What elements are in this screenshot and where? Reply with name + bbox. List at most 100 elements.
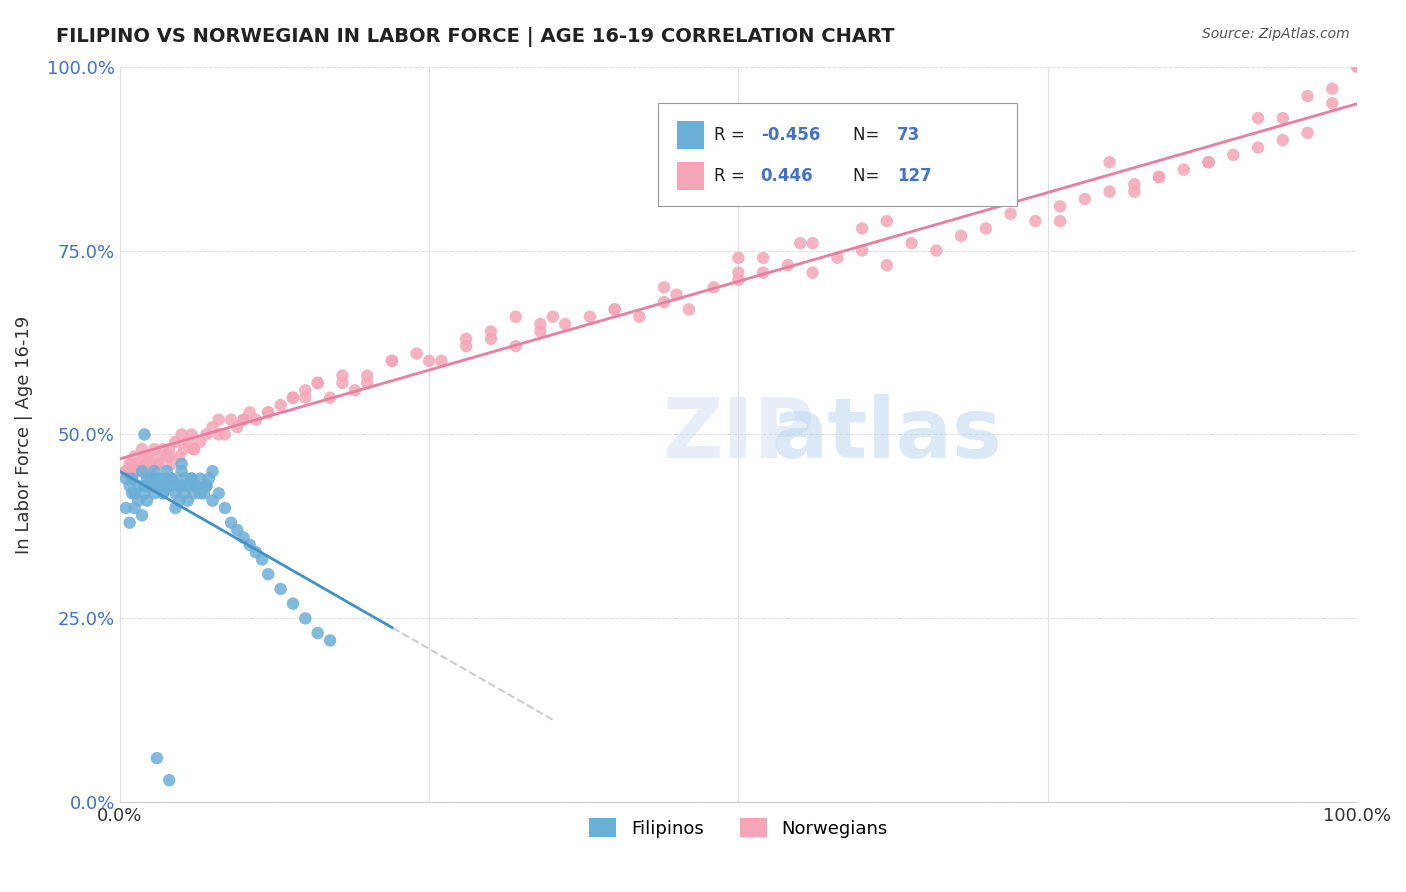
Point (628, 310, 651, 324)
Point (173, 442, 195, 457)
Point (1147, 169, 1170, 184)
Point (183, 442, 205, 457)
Point (1098, 185, 1121, 199)
Point (157, 450, 180, 464)
Point (167, 450, 190, 464)
Point (294, 384, 316, 398)
Point (752, 266, 775, 280)
Point (603, 302, 626, 317)
Point (152, 442, 174, 457)
Point (160, 457, 183, 471)
Point (1271, 133, 1294, 147)
Point (139, 472, 162, 486)
Point (146, 751, 169, 765)
Point (121, 472, 143, 486)
Point (226, 420, 249, 434)
Point (801, 266, 824, 280)
Point (270, 398, 292, 412)
Point (1049, 199, 1071, 213)
Point (727, 273, 749, 287)
Point (245, 545, 267, 559)
Point (319, 391, 342, 405)
Point (131, 464, 153, 478)
Point (801, 236, 824, 251)
Text: atlas: atlas (772, 394, 1002, 475)
Point (131, 442, 153, 457)
Point (319, 633, 342, 648)
Point (188, 486, 211, 500)
Point (418, 354, 440, 368)
Point (214, 427, 236, 442)
Point (115, 501, 138, 516)
Point (127, 479, 149, 493)
Point (652, 280, 675, 294)
Point (143, 442, 166, 457)
Point (579, 310, 602, 324)
Point (201, 464, 224, 478)
Point (1049, 214, 1071, 228)
Point (124, 450, 146, 464)
Text: ZIP: ZIP (662, 394, 814, 475)
Point (1123, 178, 1146, 192)
Point (165, 501, 187, 516)
Point (195, 479, 218, 493)
Point (183, 486, 205, 500)
Text: 127: 127 (897, 167, 932, 186)
Point (146, 479, 169, 493)
Point (232, 530, 254, 544)
Point (1198, 155, 1220, 169)
Point (381, 354, 404, 368)
Point (173, 486, 195, 500)
Point (974, 192, 997, 206)
Text: N=: N= (853, 167, 884, 186)
Point (1322, 96, 1344, 111)
Point (115, 464, 138, 478)
Point (1296, 126, 1319, 140)
Point (134, 427, 156, 442)
Point (195, 427, 218, 442)
Point (131, 508, 153, 523)
Point (198, 472, 221, 486)
Text: 73: 73 (897, 126, 920, 144)
Point (183, 442, 205, 457)
Point (208, 413, 231, 427)
Point (136, 472, 159, 486)
Point (456, 339, 478, 353)
Point (139, 457, 162, 471)
Point (157, 479, 180, 493)
Point (1173, 162, 1195, 177)
Point (226, 523, 249, 537)
Point (208, 486, 231, 500)
Point (900, 236, 922, 251)
Point (165, 434, 187, 449)
Point (136, 450, 159, 464)
Point (148, 472, 170, 486)
Point (405, 346, 427, 360)
Text: -0.456: -0.456 (761, 126, 820, 144)
Point (152, 486, 174, 500)
Point (232, 413, 254, 427)
Point (1000, 207, 1022, 221)
Point (208, 427, 231, 442)
Point (1074, 192, 1097, 206)
Point (1346, 60, 1368, 74)
Point (157, 479, 180, 493)
Point (143, 464, 166, 478)
Point (124, 501, 146, 516)
Point (876, 258, 898, 272)
Point (118, 464, 141, 478)
Point (974, 221, 997, 235)
Point (665, 287, 688, 301)
Point (332, 368, 354, 383)
Point (156, 472, 179, 486)
Point (281, 597, 304, 611)
Point (1296, 89, 1319, 103)
Point (177, 434, 200, 449)
Legend: Filipinos, Norwegians: Filipinos, Norwegians (582, 811, 894, 845)
Point (950, 228, 973, 243)
Point (201, 493, 224, 508)
Point (541, 310, 564, 324)
Y-axis label: In Labor Force | Age 16-19: In Labor Force | Age 16-19 (15, 315, 32, 554)
Point (173, 472, 195, 486)
Point (1098, 155, 1121, 169)
